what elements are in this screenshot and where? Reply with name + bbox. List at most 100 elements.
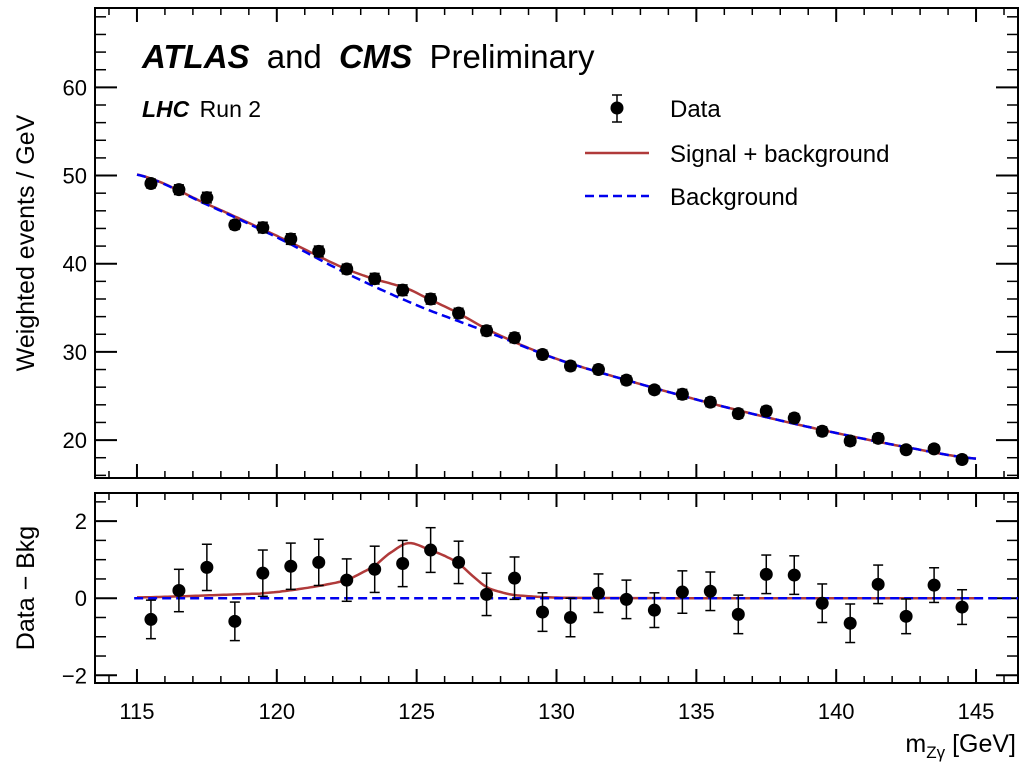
data-point [256,566,270,580]
data-point [731,407,745,421]
data-point [424,292,438,306]
data-point [843,616,857,630]
x-tick-label: 145 [958,699,995,724]
title-and: and [267,38,322,75]
data-point [843,434,857,448]
data-point [871,431,885,445]
data-point [396,283,410,297]
data-point [396,557,410,571]
data-point [675,585,689,599]
data-point [871,577,885,591]
data-point [675,387,689,401]
data-point [731,607,745,621]
residual-panel: −2 0 2 115 120 125 130 135 140 145 [62,492,1019,724]
data-point [927,442,941,456]
x-tick-label: 115 [119,699,154,724]
x-axis-label-main: m [905,730,926,758]
data-point [563,610,577,624]
subtitle-lhc: LHC [142,96,190,122]
y-axis-label-main: Weighted events / GeV [12,114,40,371]
title-preliminary: Preliminary [429,38,595,75]
data-point [591,363,605,377]
data-point [172,183,186,197]
legend-label-data: Data [670,96,721,123]
data-point [480,587,494,601]
data-point [452,306,466,320]
x-tick-label: 135 [678,699,715,724]
legend: Data Signal + background Background [585,94,890,211]
plot-frame [94,7,1019,479]
data-point [703,395,717,409]
subtitle: LHC Run 2 [142,96,261,122]
data-point [815,424,829,438]
data-point [200,560,214,574]
data-point [591,586,605,600]
data-point [647,603,661,617]
x-tick-label: 125 [398,699,435,724]
data-point [228,218,242,232]
data-point [759,404,773,418]
y-tick-label: −2 [62,663,87,688]
x-axis-label-unit: [GeV] [945,730,1016,758]
data-point [927,578,941,592]
data-point [368,562,382,576]
y-tick-label: 50 [63,164,87,189]
data-point [647,383,661,397]
data-point [536,348,550,362]
title: ATLAS and CMS Preliminary [141,38,595,75]
data-point [284,559,298,573]
x-tick-label: 130 [538,699,575,724]
x-tick-label: 120 [258,699,295,724]
data-point [312,244,326,258]
y-tick-label: 60 [63,75,87,100]
data-point [955,600,969,614]
title-cms: CMS [339,38,412,75]
data-point [536,605,550,619]
data-point [899,609,913,623]
data-point [759,567,773,581]
y-tick-label: 0 [75,586,87,611]
data-point [228,614,242,628]
y-tick-label: 2 [75,509,87,534]
y-tick-label: 20 [63,428,87,453]
data-point [899,443,913,457]
data-point [340,262,354,276]
main-panel: 20 30 40 50 60 [63,7,1019,479]
data-point [480,324,494,338]
data-point [619,373,633,387]
data-point [955,452,969,466]
data-point [815,596,829,610]
legend-label-background: Background [670,184,798,211]
title-atlas: ATLAS [141,38,250,75]
y-tick-label: 30 [63,340,87,365]
data-point [256,221,270,235]
data-point [703,584,717,598]
data-point [340,573,354,587]
data-point [563,359,577,373]
data-point [619,592,633,606]
data-point [452,555,466,569]
legend-label-signal: Signal + background [670,141,890,168]
data-point [144,176,158,190]
data-point [144,612,158,626]
x-axis-label-sub: Zγ [926,743,945,762]
data-point [424,543,438,557]
x-tick-label: 140 [818,699,855,724]
signal-plus-background-curve [136,173,977,460]
background-curve [136,173,977,460]
data-point [787,568,801,582]
legend-data-marker [610,94,624,123]
data-point [172,584,186,598]
x-axis-label: mZγ [GeV] [905,730,1016,762]
subtitle-run: Run 2 [200,96,261,122]
data-point [508,571,522,585]
data-point [312,555,326,569]
data-point [368,272,382,286]
data-point [284,232,298,246]
y-axis-label-residual: Data − Bkg [12,526,40,650]
data-point [787,411,801,425]
data-point [200,191,214,205]
y-tick-label: 40 [63,252,87,277]
data-point [508,331,522,345]
